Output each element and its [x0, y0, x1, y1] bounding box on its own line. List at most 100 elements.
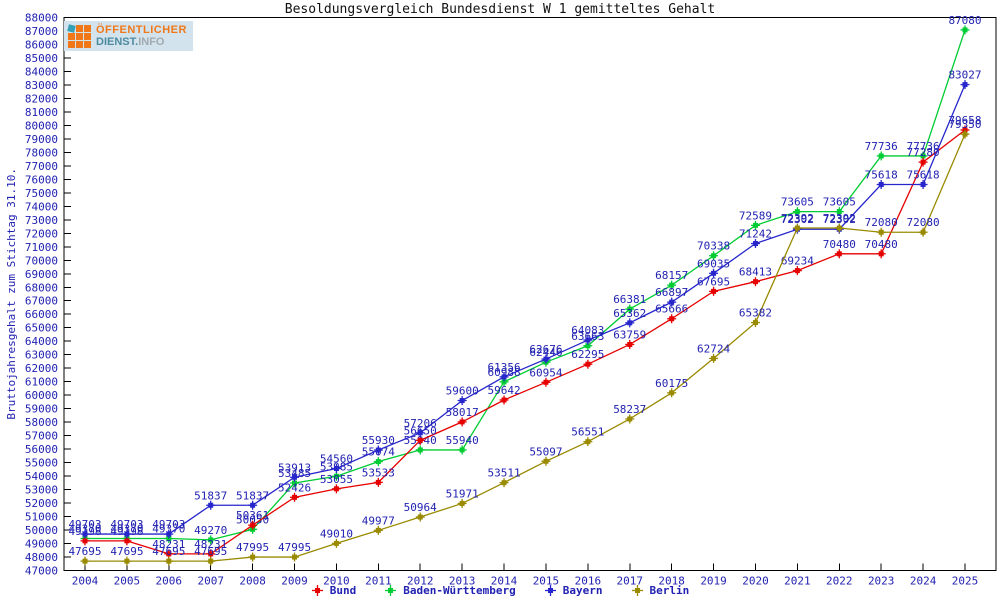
data-point-label: 72589	[739, 209, 772, 222]
y-tick-label: 61000	[25, 376, 58, 389]
data-point-label: 58237	[613, 403, 646, 416]
legend-marker-icon	[631, 585, 643, 596]
data-point-label: 49977	[362, 514, 395, 527]
data-point	[459, 447, 465, 453]
data-point-label: 59642	[487, 384, 520, 397]
y-tick-label: 49000	[25, 538, 58, 551]
data-point-label: 51971	[446, 487, 479, 500]
data-point	[82, 531, 88, 537]
x-axis: 2004 2005 2006 2007 2008 2009 2010 2011 2012 2013…	[72, 563, 978, 588]
data-point	[250, 554, 256, 560]
x-tick-label: 2011	[365, 575, 392, 588]
x-tick-label: 2024	[910, 575, 937, 588]
data-point	[669, 299, 675, 305]
y-tick-label: 65000	[25, 322, 58, 335]
data-point	[417, 430, 423, 436]
y-tick-label: 54000	[25, 470, 58, 483]
data-point	[962, 131, 968, 137]
y-tick-label: 74000	[25, 200, 58, 213]
x-tick-label: 2016	[575, 575, 602, 588]
data-point-label: 50050	[236, 513, 269, 526]
x-tick-label: 2006	[156, 575, 183, 588]
data-point	[669, 282, 675, 288]
y-tick-label: 78000	[25, 146, 58, 159]
data-point	[794, 268, 800, 274]
data-point	[166, 531, 172, 537]
data-point-label: 68413	[739, 266, 772, 279]
data-point	[794, 225, 800, 231]
data-point-label: 53055	[320, 473, 353, 486]
data-point	[333, 473, 339, 479]
data-point	[292, 480, 298, 486]
y-tick-label: 51000	[25, 511, 58, 524]
y-tick-label: 64000	[25, 335, 58, 348]
data-point-label: 47995	[278, 541, 311, 554]
logo-text-line2: DIENST.INFO	[96, 36, 165, 48]
data-point-label: 47695	[110, 545, 143, 558]
x-tick-label: 2010	[323, 575, 350, 588]
data-point	[375, 479, 381, 485]
data-point-label: 48231	[152, 538, 185, 551]
data-point	[920, 229, 926, 235]
data-point	[417, 437, 423, 443]
data-point-label: 50964	[404, 501, 437, 514]
data-point-label: 77280	[907, 146, 940, 159]
y-tick-label: 53000	[25, 484, 58, 497]
data-point-label: 55930	[362, 434, 395, 447]
data-point	[501, 379, 507, 385]
data-point-label: 53511	[487, 467, 520, 480]
data-point	[124, 538, 130, 544]
data-point-label: 71242	[739, 228, 772, 241]
data-point-label: 60175	[655, 377, 688, 390]
x-tick-label: 2013	[449, 575, 476, 588]
data-point	[669, 316, 675, 322]
data-point	[794, 209, 800, 215]
data-point-label: 49703	[152, 518, 185, 531]
data-point	[292, 554, 298, 560]
data-point	[501, 480, 507, 486]
data-point-label: 57206	[404, 417, 437, 430]
data-point	[627, 306, 633, 312]
data-point-label: 75618	[907, 169, 940, 182]
data-point	[82, 558, 88, 564]
data-point	[208, 502, 214, 508]
data-point-label: 61356	[487, 361, 520, 374]
legend-label: Baden-Württemberg	[403, 584, 516, 597]
legend-marker-icon	[311, 585, 323, 596]
data-point-label: 62295	[571, 348, 604, 361]
data-point	[920, 182, 926, 188]
data-point-label: 72302	[781, 213, 814, 226]
data-point	[752, 222, 758, 228]
series-Berlin: 47695 47695 47695 47695 47995 47995 49010 49977…	[68, 118, 982, 566]
data-point	[836, 209, 842, 215]
data-point	[459, 419, 465, 425]
data-point-label: 49703	[68, 518, 101, 531]
data-point	[711, 288, 717, 294]
data-point-label: 65382	[739, 307, 772, 320]
y-axis: 4700048000490005000051000520005300054000…	[25, 12, 71, 578]
data-point-label: 49370	[110, 523, 143, 536]
data-point	[459, 398, 465, 404]
data-point-label: 77736	[865, 140, 898, 153]
chart-legend: Bund Baden-Württemberg Bayern Berlin	[0, 584, 1000, 597]
data-point	[333, 540, 339, 546]
data-point-label: 48231	[194, 538, 227, 551]
data-point-label: 73605	[781, 196, 814, 209]
data-point-label: 62676	[529, 343, 562, 356]
data-point	[375, 527, 381, 533]
plot-border	[63, 17, 997, 571]
data-point	[711, 355, 717, 361]
data-point-label: 72080	[907, 216, 940, 229]
y-tick-label: 60000	[25, 389, 58, 402]
data-point-label: 51837	[194, 489, 227, 502]
data-point	[585, 343, 591, 349]
data-point	[669, 390, 675, 396]
data-point-label: 53913	[278, 461, 311, 474]
data-point-label: 56551	[571, 426, 604, 439]
y-tick-label: 81000	[25, 106, 58, 119]
legend-item-Bayern: Bayern	[544, 584, 603, 597]
data-point-label: 59600	[446, 385, 479, 398]
y-tick-label: 62000	[25, 362, 58, 375]
legend-label: Bund	[329, 584, 357, 597]
data-point-label: 54560	[320, 453, 353, 466]
